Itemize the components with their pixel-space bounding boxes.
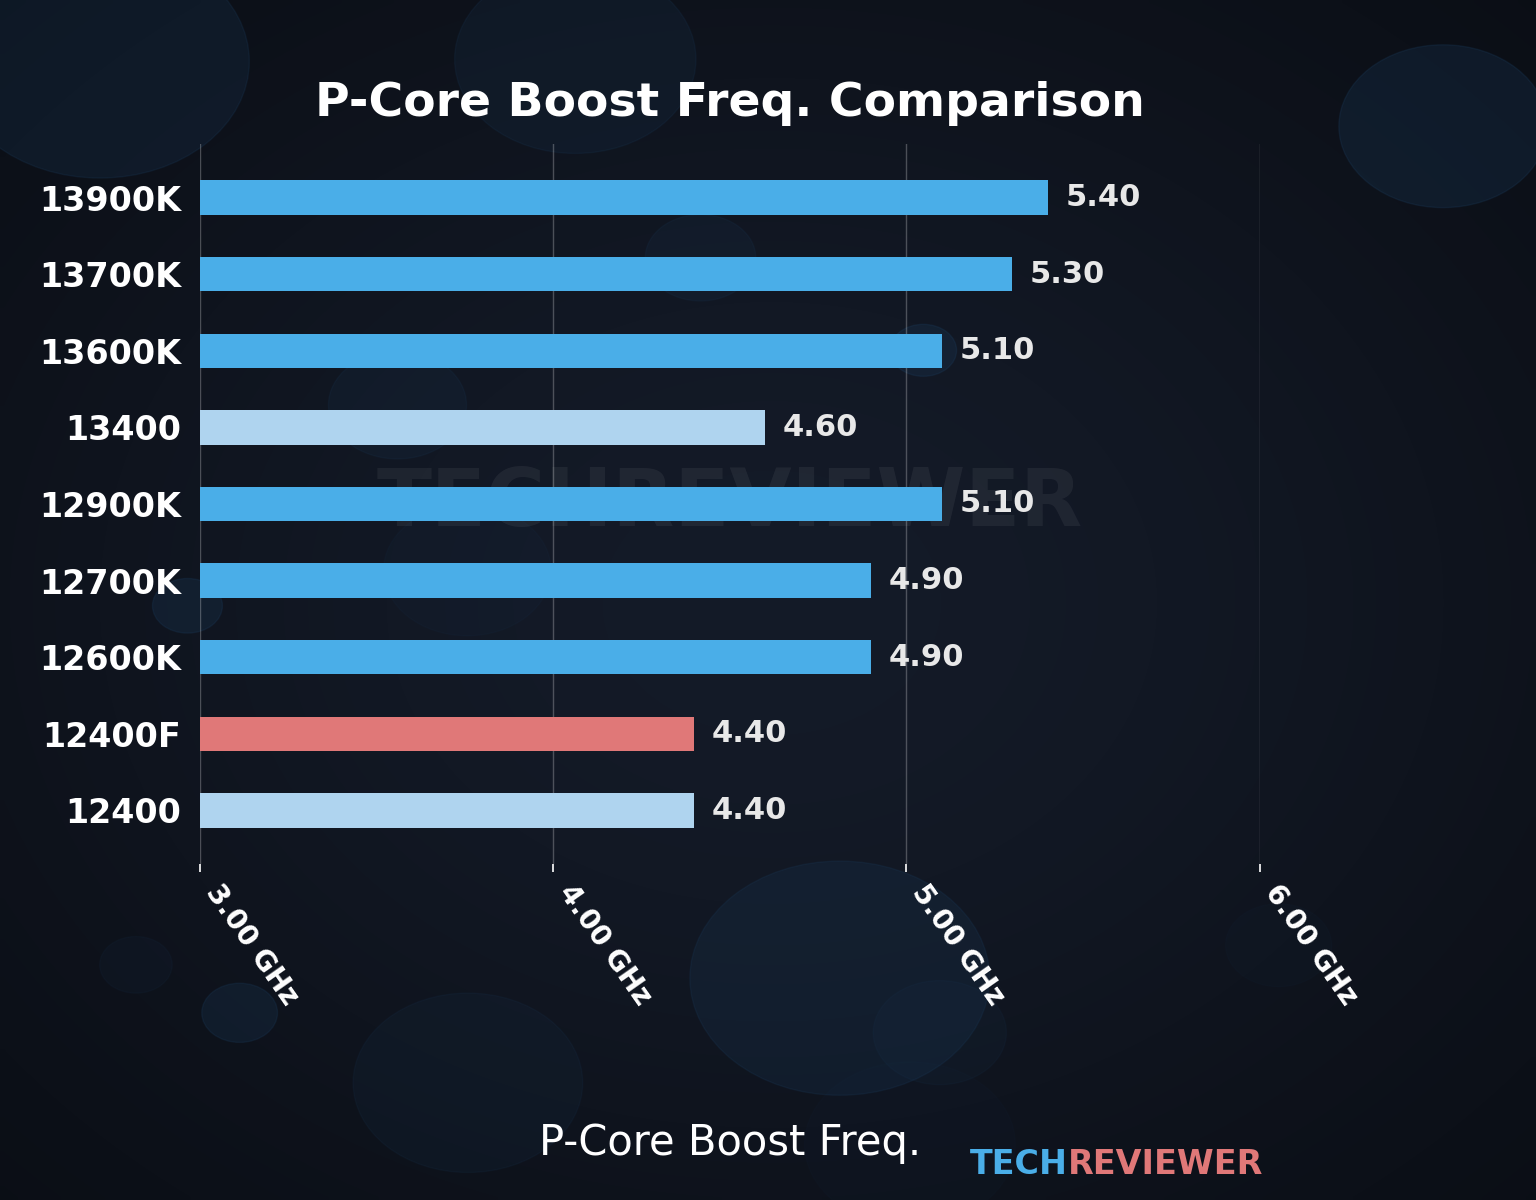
Bar (200, 334, 942, 368)
Circle shape (1226, 904, 1332, 986)
Title: P-Core Boost Freq. Comparison: P-Core Boost Freq. Comparison (315, 82, 1144, 126)
Circle shape (889, 324, 957, 377)
Circle shape (1339, 44, 1536, 208)
Text: 4.90: 4.90 (888, 643, 965, 672)
Bar (200, 487, 942, 521)
X-axis label: P-Core Boost Freq.: P-Core Boost Freq. (539, 1122, 920, 1164)
Bar (200, 257, 1012, 292)
Bar (200, 793, 694, 828)
Text: 5.10: 5.10 (958, 490, 1035, 518)
Circle shape (690, 862, 989, 1096)
Circle shape (0, 0, 249, 178)
Bar (200, 716, 694, 751)
Text: 5.30: 5.30 (1029, 259, 1104, 289)
Circle shape (805, 1062, 1015, 1200)
Text: 4.90: 4.90 (888, 566, 965, 595)
Text: 4.60: 4.60 (782, 413, 859, 442)
Circle shape (384, 505, 551, 636)
Bar (200, 640, 871, 674)
Circle shape (100, 936, 172, 994)
Text: 5.10: 5.10 (958, 336, 1035, 365)
Text: REVIEWER: REVIEWER (1068, 1147, 1263, 1181)
Bar (200, 180, 1048, 215)
Bar (200, 410, 765, 445)
Text: TECH: TECH (969, 1147, 1068, 1181)
Text: 4.40: 4.40 (713, 796, 788, 824)
Circle shape (201, 983, 278, 1043)
Circle shape (329, 352, 467, 458)
Circle shape (645, 215, 756, 301)
Text: TECHREVIEWER: TECHREVIEWER (376, 464, 1083, 542)
Text: 4.40: 4.40 (713, 719, 788, 749)
Circle shape (353, 994, 582, 1172)
Text: 5.40: 5.40 (1066, 184, 1141, 212)
Circle shape (455, 0, 696, 154)
Circle shape (872, 980, 1006, 1085)
Bar (200, 563, 871, 598)
Circle shape (152, 578, 223, 634)
